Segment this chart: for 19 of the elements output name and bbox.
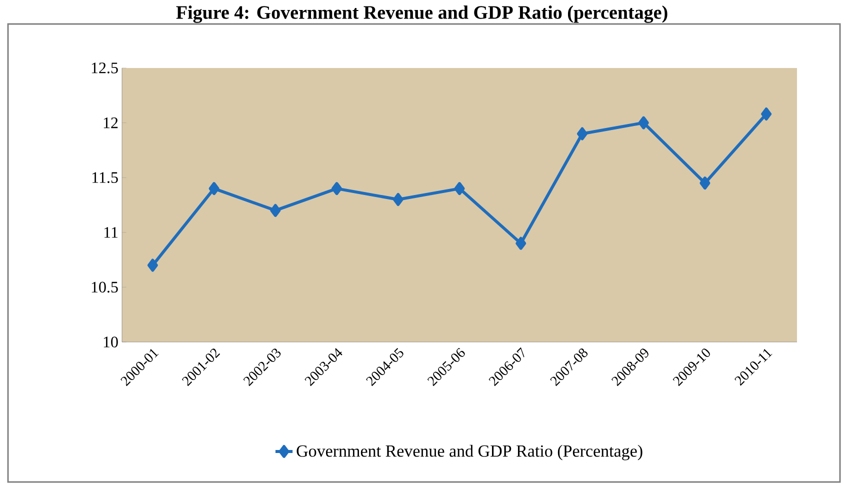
y-tick-label: 11.5 [92,172,118,183]
point [147,258,158,272]
point [700,176,710,190]
chart-title: Figure 4: Government Revenue and GDP Ratio (percentage) [176,6,668,23]
y-tick-label: 10.5 [92,282,118,293]
point [270,204,281,217]
point [392,193,404,206]
y-tick-label: 10 [104,336,118,348]
point [208,182,220,196]
point [454,182,465,196]
legend-label: Government Revenue and GDP Ratio (Percentage) [296,444,642,460]
point [516,236,526,250]
y-tick-label: 12.5 [92,62,118,74]
point [761,108,772,121]
point [332,182,342,196]
y-tick-label: 12 [104,118,118,128]
point [638,116,649,130]
point [576,127,588,140]
y-tick-label: 11 [104,227,118,238]
